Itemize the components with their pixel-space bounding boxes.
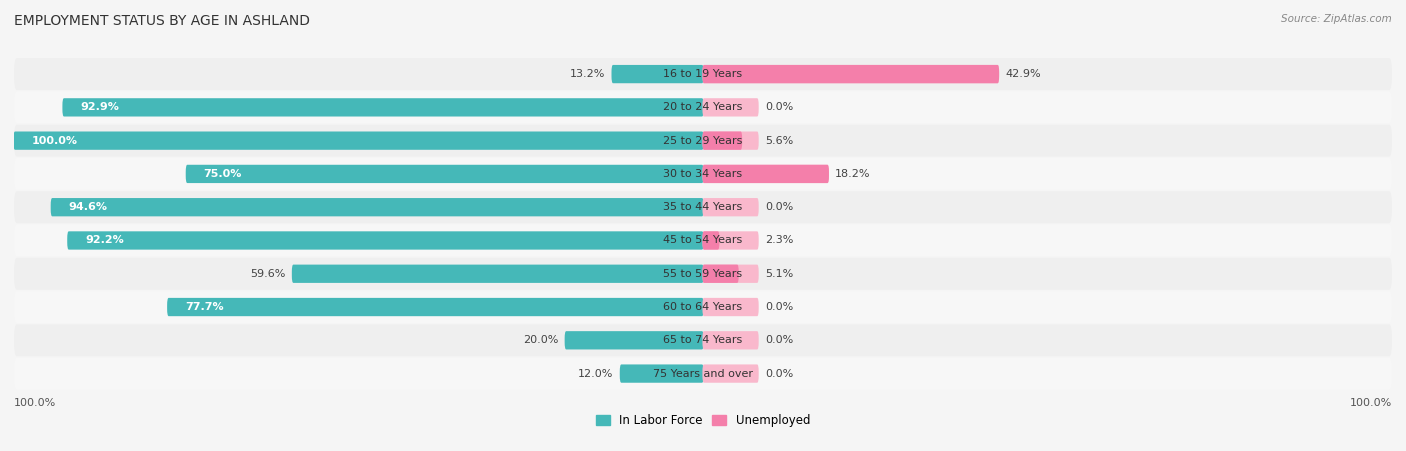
Text: 5.1%: 5.1% (765, 269, 793, 279)
FancyBboxPatch shape (703, 265, 759, 283)
FancyBboxPatch shape (62, 98, 703, 116)
Text: 18.2%: 18.2% (835, 169, 870, 179)
Text: 0.0%: 0.0% (765, 202, 793, 212)
Text: 100.0%: 100.0% (14, 397, 56, 408)
FancyBboxPatch shape (565, 331, 703, 350)
FancyBboxPatch shape (703, 65, 1000, 83)
FancyBboxPatch shape (292, 265, 703, 283)
Text: Source: ZipAtlas.com: Source: ZipAtlas.com (1281, 14, 1392, 23)
FancyBboxPatch shape (14, 358, 1392, 390)
Text: 13.2%: 13.2% (569, 69, 605, 79)
FancyBboxPatch shape (703, 98, 759, 116)
Text: 59.6%: 59.6% (250, 269, 285, 279)
Text: EMPLOYMENT STATUS BY AGE IN ASHLAND: EMPLOYMENT STATUS BY AGE IN ASHLAND (14, 14, 311, 28)
FancyBboxPatch shape (703, 198, 759, 216)
FancyBboxPatch shape (703, 298, 759, 316)
FancyBboxPatch shape (703, 165, 830, 183)
Text: 92.2%: 92.2% (84, 235, 124, 245)
Text: 2.3%: 2.3% (765, 235, 793, 245)
FancyBboxPatch shape (703, 132, 759, 150)
Text: 0.0%: 0.0% (765, 335, 793, 345)
Text: 100.0%: 100.0% (1350, 397, 1392, 408)
Legend: In Labor Force, Unemployed: In Labor Force, Unemployed (591, 410, 815, 432)
FancyBboxPatch shape (703, 65, 1000, 83)
FancyBboxPatch shape (703, 165, 830, 183)
Text: 65 to 74 Years: 65 to 74 Years (664, 335, 742, 345)
Text: 77.7%: 77.7% (186, 302, 224, 312)
FancyBboxPatch shape (14, 158, 1392, 190)
Text: 55 to 59 Years: 55 to 59 Years (664, 269, 742, 279)
Text: 12.0%: 12.0% (578, 368, 613, 378)
Text: 60 to 64 Years: 60 to 64 Years (664, 302, 742, 312)
FancyBboxPatch shape (167, 298, 703, 316)
Text: 0.0%: 0.0% (765, 302, 793, 312)
FancyBboxPatch shape (612, 65, 703, 83)
FancyBboxPatch shape (67, 231, 703, 249)
FancyBboxPatch shape (14, 191, 1392, 223)
Text: 0.0%: 0.0% (765, 102, 793, 112)
Text: 25 to 29 Years: 25 to 29 Years (664, 136, 742, 146)
Text: 75 Years and over: 75 Years and over (652, 368, 754, 378)
FancyBboxPatch shape (14, 132, 703, 150)
Text: 0.0%: 0.0% (765, 368, 793, 378)
FancyBboxPatch shape (703, 231, 720, 249)
Text: 30 to 34 Years: 30 to 34 Years (664, 169, 742, 179)
FancyBboxPatch shape (703, 331, 759, 350)
FancyBboxPatch shape (14, 291, 1392, 323)
Text: 16 to 19 Years: 16 to 19 Years (664, 69, 742, 79)
Text: 42.9%: 42.9% (1005, 69, 1040, 79)
Text: 75.0%: 75.0% (204, 169, 242, 179)
FancyBboxPatch shape (186, 165, 703, 183)
Text: 94.6%: 94.6% (69, 202, 107, 212)
FancyBboxPatch shape (51, 198, 703, 216)
FancyBboxPatch shape (703, 364, 759, 383)
FancyBboxPatch shape (703, 132, 742, 150)
FancyBboxPatch shape (703, 231, 759, 249)
Text: 5.6%: 5.6% (765, 136, 793, 146)
FancyBboxPatch shape (14, 58, 1392, 90)
FancyBboxPatch shape (14, 258, 1392, 290)
Text: 20 to 24 Years: 20 to 24 Years (664, 102, 742, 112)
FancyBboxPatch shape (14, 92, 1392, 123)
FancyBboxPatch shape (703, 265, 738, 283)
FancyBboxPatch shape (14, 124, 1392, 156)
Text: 45 to 54 Years: 45 to 54 Years (664, 235, 742, 245)
Text: 20.0%: 20.0% (523, 335, 558, 345)
Text: 35 to 44 Years: 35 to 44 Years (664, 202, 742, 212)
FancyBboxPatch shape (14, 324, 1392, 356)
FancyBboxPatch shape (14, 225, 1392, 257)
FancyBboxPatch shape (620, 364, 703, 383)
Text: 92.9%: 92.9% (80, 102, 120, 112)
Text: 100.0%: 100.0% (31, 136, 77, 146)
